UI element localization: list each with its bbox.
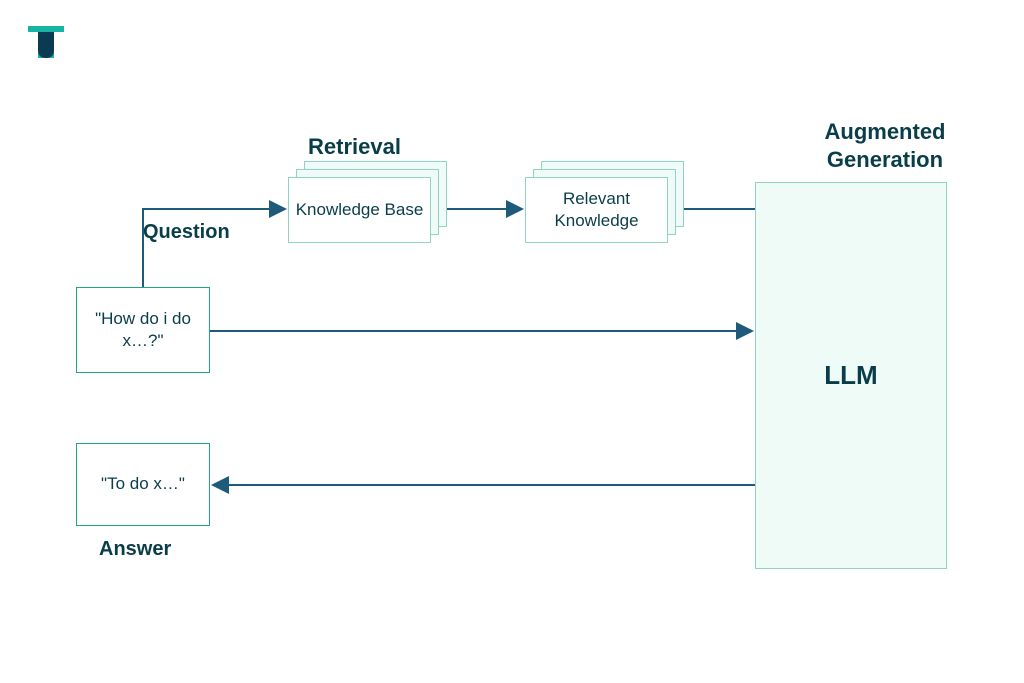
llm-node: LLM bbox=[755, 182, 947, 569]
answer-node: "To do x…" bbox=[76, 443, 210, 526]
llm-text: LLM bbox=[824, 359, 877, 393]
label-answer: Answer bbox=[99, 537, 171, 562]
relevant-knowledge-node: Relevant Knowledge bbox=[525, 177, 668, 243]
answer-text: "To do x…" bbox=[101, 473, 185, 495]
relevant-knowledge-text: Relevant Knowledge bbox=[526, 188, 667, 232]
knowledge-base-node: Knowledge Base bbox=[288, 177, 431, 243]
question-text: "How do i do x…?" bbox=[83, 308, 203, 352]
label-retrieval: Retrieval bbox=[308, 133, 401, 161]
brand-logo bbox=[24, 18, 68, 62]
diagram-canvas: Retrieval Augmented Generation Question … bbox=[0, 0, 1024, 683]
question-node: "How do i do x…?" bbox=[76, 287, 210, 373]
label-question: Question bbox=[143, 220, 230, 245]
label-augmented-generation-text: Augmented Generation bbox=[825, 119, 946, 172]
knowledge-base-text: Knowledge Base bbox=[296, 199, 424, 221]
label-augmented-generation: Augmented Generation bbox=[790, 118, 980, 173]
